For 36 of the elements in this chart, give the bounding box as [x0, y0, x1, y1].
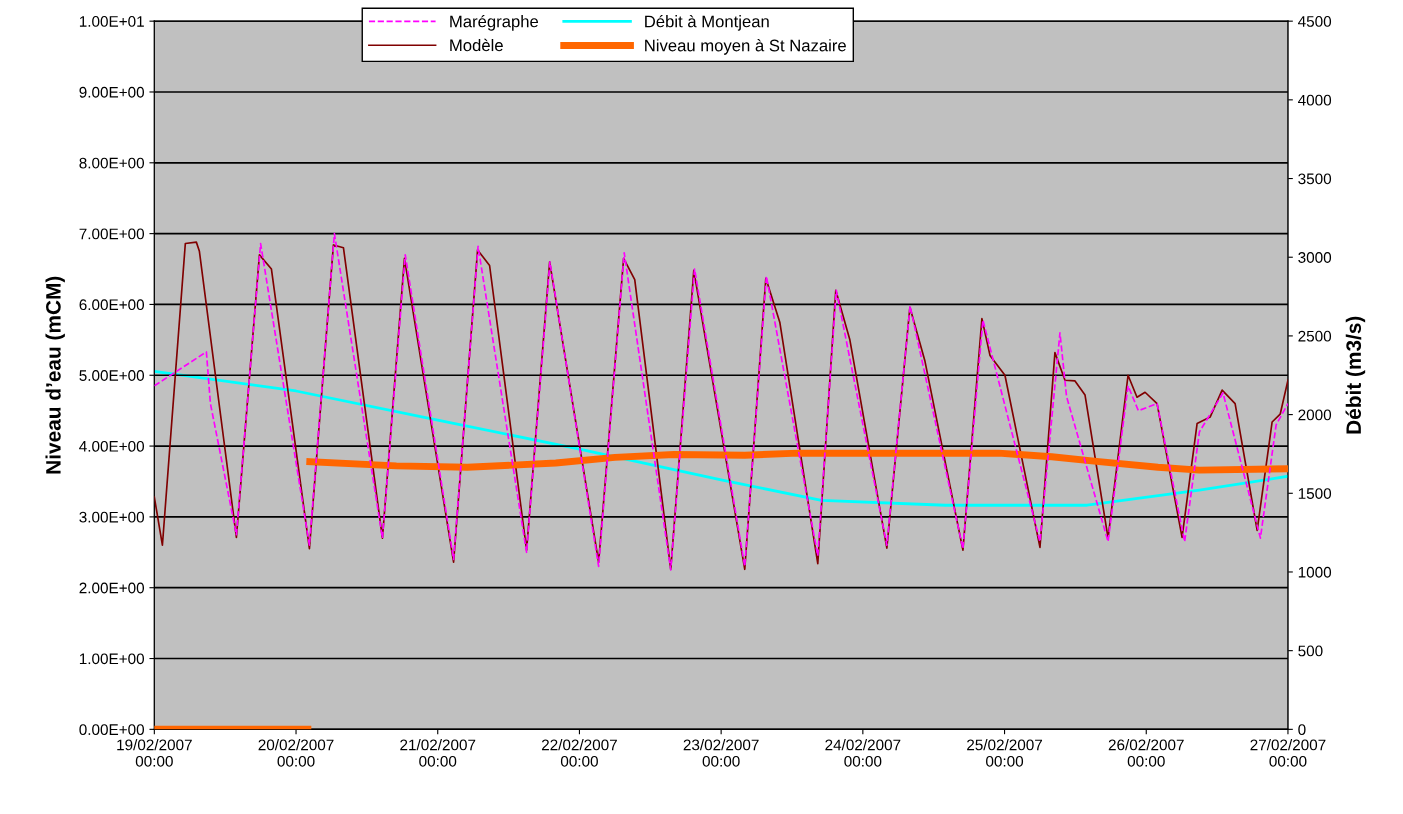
y-tick-label: 3.00E+00	[79, 511, 145, 523]
y2-tick-label: 2500	[1298, 330, 1332, 342]
legend-label: Débit à Montjean	[645, 14, 769, 31]
y-tick-label: 4.00E+00	[79, 440, 145, 452]
y-tick-label: 7.00E+00	[79, 228, 145, 240]
y2-tick-label: 0	[1298, 724, 1306, 736]
y2-tick-label: 1000	[1298, 566, 1332, 578]
y2-tick-label: 2000	[1298, 409, 1332, 421]
y2-axis-title: Débit (m3/s)	[1345, 316, 1366, 434]
y-tick-label: 8.00E+00	[79, 157, 145, 169]
legend-label: Marégraphe	[450, 14, 539, 31]
x-tick-label: 26/02/2007 00:00	[1108, 739, 1184, 767]
x-tick-label: 27/02/2007 00:00	[1250, 739, 1326, 767]
y-tick-label: 0.00E+00	[79, 724, 145, 736]
y2-tick-label: 1500	[1298, 488, 1332, 499]
y2-tick-label: 4000	[1298, 94, 1332, 106]
y-tick-label: 2.00E+00	[79, 582, 145, 594]
x-tick-label: 24/02/2007 00:00	[825, 739, 901, 767]
y2-tick-label: 500	[1298, 645, 1323, 657]
y-tick-label: 1.00E+01	[79, 16, 144, 27]
x-tick-label: 23/02/2007 00:00	[683, 739, 759, 767]
x-tick-label: 22/02/2007 00:00	[541, 739, 617, 767]
y-tick-label: 9.00E+00	[79, 86, 145, 98]
legend-label: Modèle	[450, 38, 503, 52]
legend-label: Niveau moyen à St Nazaire	[645, 38, 846, 55]
y-tick-label: 1.00E+00	[79, 653, 145, 665]
x-tick-label: 21/02/2007 00:00	[400, 739, 476, 767]
y2-tick-label: 4500	[1298, 16, 1332, 27]
x-tick-label: 25/02/2007 00:00	[967, 739, 1043, 767]
y-axis-title: Niveau d’eau (mCM)	[45, 276, 65, 474]
x-tick-label: 20/02/2007 00:00	[258, 739, 334, 767]
y-tick-label: 6.00E+00	[79, 299, 145, 311]
y-tick-label: 5.00E+00	[79, 370, 145, 381]
y2-tick-label: 3000	[1298, 252, 1332, 263]
x-tick-label: 19/02/2007 00:00	[117, 739, 192, 767]
y2-tick-label: 3500	[1298, 173, 1332, 185]
